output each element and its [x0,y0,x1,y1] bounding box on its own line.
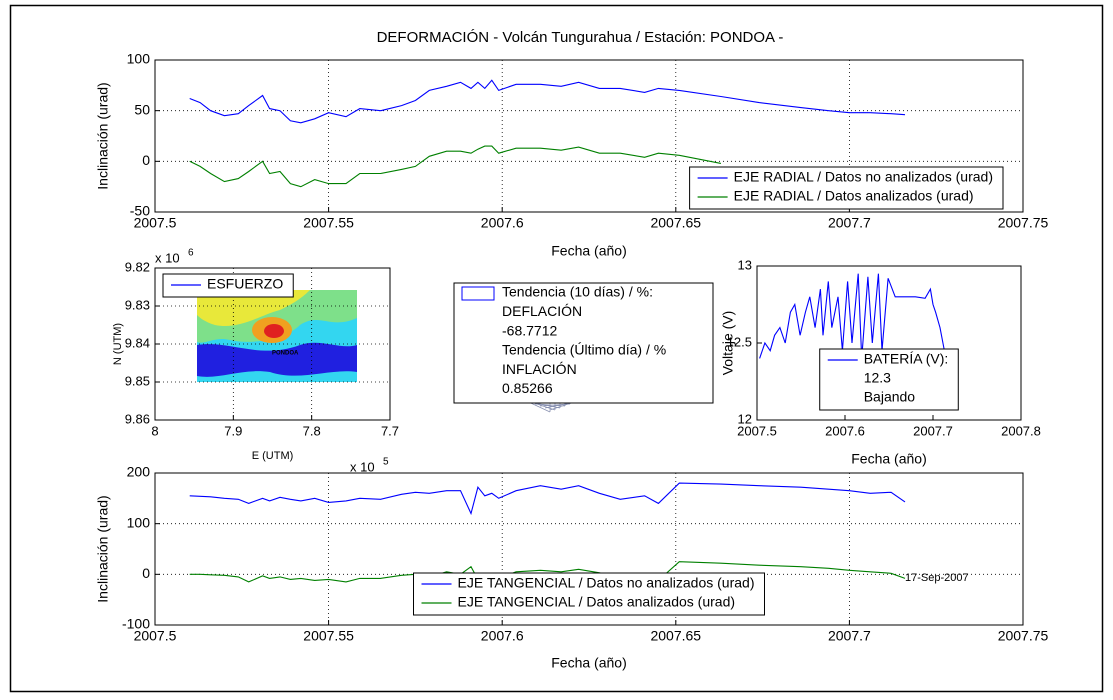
station-label: PONDOA [272,351,299,357]
legend-label: EJE TANGENCIAL / Datos no analizados (ur… [458,575,755,591]
legend-label: EJE RADIAL / Datos analizados (urad) [734,188,974,204]
y-axis-label: Inclinación (urad) [95,495,111,602]
y-tick-label: 9.86 [125,411,150,426]
y-tick-label: 9.82 [125,259,150,274]
y-tick-label: -100 [122,616,150,632]
y-axis-label: Voltaje (V) [720,311,736,376]
legend: EJE TANGENCIAL / Datos no analizados (ur… [414,573,765,615]
x-tick-label: 2007.7 [828,215,871,231]
x-tick-label: 8 [151,423,158,438]
x-tick-label: 2007.8 [1001,423,1041,438]
text-box-line: Tendencia (10 días) / %: [502,284,653,300]
x-axis-label: E (UTM) [252,450,294,462]
legend-label: EJE RADIAL / Datos no analizados (urad) [734,169,993,185]
figure: DEFORMACIÓN - Volcán Tungurahua / Estaci… [0,0,1113,700]
y-multiplier-exponent: 6 [188,248,194,259]
y-tick-label: 100 [127,514,151,530]
y-tick-label: 200 [127,464,151,480]
x-multiplier-exponent: 5 [383,457,389,468]
map-image: PONDOA [197,290,357,382]
text-box-line: INFLACIÓN [502,361,577,377]
y-tick-label: 12 [738,411,752,426]
x-multiplier: x 10 [350,459,375,474]
chart-title: DEFORMACIÓN - Volcán Tungurahua / Estaci… [377,29,784,46]
x-tick-label: 2007.55 [303,215,354,231]
map-peak [264,324,284,338]
legend: EJE RADIAL / Datos no analizados (urad) E… [690,167,1003,209]
x-tick-label: 2007.55 [303,628,354,644]
legend: ESFUERZO [163,274,293,297]
y-tick-label: -50 [130,203,150,219]
x-axis-label: Fecha (año) [551,655,626,671]
y-axis-label: N (UTM) [112,323,124,365]
x-tick-label: 2007.6 [481,628,524,644]
y-multiplier: x 10 [155,250,180,265]
legend-label: EJE TANGENCIAL / Datos analizados (urad) [458,594,736,610]
annotation: 17-Sep-2007 [905,572,969,584]
text-box-line: DEFLACIÓN [502,303,582,319]
y-tick-label: 9.84 [125,335,150,350]
x-tick-label: 2007.75 [998,628,1049,644]
legend-label: ESFUERZO [207,276,283,292]
x-tick-label: 2007.7 [828,628,871,644]
y-tick-label: 9.85 [125,373,150,388]
y-axis-label: Inclinación (urad) [95,82,111,189]
x-axis-label: Fecha (año) [551,243,626,259]
x-tick-label: 2007.65 [650,628,701,644]
legend-label: Bajando [864,389,916,405]
x-tick-label: 7.8 [303,423,321,438]
x-tick-label: 2007.75 [998,215,1049,231]
y-tick-label: 100 [127,51,151,67]
x-tick-label: 2007.65 [650,215,701,231]
x-tick-label: 7.7 [381,423,399,438]
x-tick-label: 2007.7 [913,423,953,438]
text-box-line: Tendencia (Último día) / % [502,342,666,358]
legend-label: 12.3 [864,370,891,386]
y-tick-label: 0 [142,565,150,581]
legend: BATERÍA (V): 12.3 Bajando [820,349,959,410]
x-tick-label: 2007.6 [481,215,524,231]
x-tick-label: 7.9 [224,423,242,438]
y-tick-label: 13 [738,257,752,272]
x-axis-label: Fecha (año) [851,451,926,467]
legend-label: BATERÍA (V): [864,351,949,367]
y-tick-label: 50 [134,101,150,117]
y-tick-label: 0 [142,152,150,168]
text-box-line: 0.85266 [502,380,553,396]
text-box-line: -68.7712 [502,322,557,338]
y-tick-label: 9.83 [125,297,150,312]
x-tick-label: 2007.6 [825,423,865,438]
